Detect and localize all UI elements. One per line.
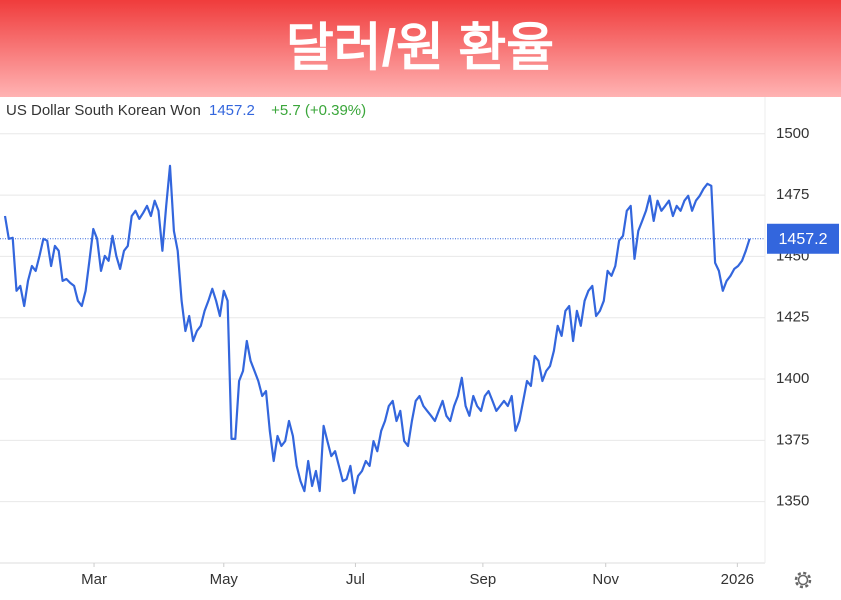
- x-tick-label: 2026: [721, 571, 754, 588]
- last-value-box: [767, 223, 839, 254]
- series-line: [3, 164, 751, 495]
- gear-teeth: [794, 571, 812, 589]
- change: +5.7 (+0.39%): [271, 102, 366, 119]
- x-tick-label: Jul: [346, 571, 365, 588]
- y-tick-label: 1350: [776, 493, 809, 510]
- x-tick-label: Sep: [470, 571, 497, 588]
- y-tick-label: 1400: [776, 370, 809, 387]
- y-tick-label: 1425: [776, 309, 809, 326]
- y-tick-label: 1475: [776, 186, 809, 203]
- subtitle: US Dollar South Korean Won 1457.2 +5.7 (…: [6, 102, 366, 119]
- x-tick-label: Nov: [592, 571, 619, 588]
- y-tick-label: 1500: [776, 125, 809, 142]
- settings-icon[interactable]: [794, 571, 812, 589]
- last-value: 1457.2: [209, 102, 255, 119]
- series-name: US Dollar South Korean Won: [6, 102, 201, 119]
- x-tick-label: May: [210, 571, 239, 588]
- y-tick-label: 1375: [776, 431, 809, 448]
- x-tick-label: Mar: [81, 571, 107, 588]
- last-value-label: 1457.2: [779, 231, 828, 248]
- chart-title: 달러/원 환율: [286, 20, 554, 78]
- header-band: [0, 0, 841, 97]
- gear-ring: [797, 574, 809, 586]
